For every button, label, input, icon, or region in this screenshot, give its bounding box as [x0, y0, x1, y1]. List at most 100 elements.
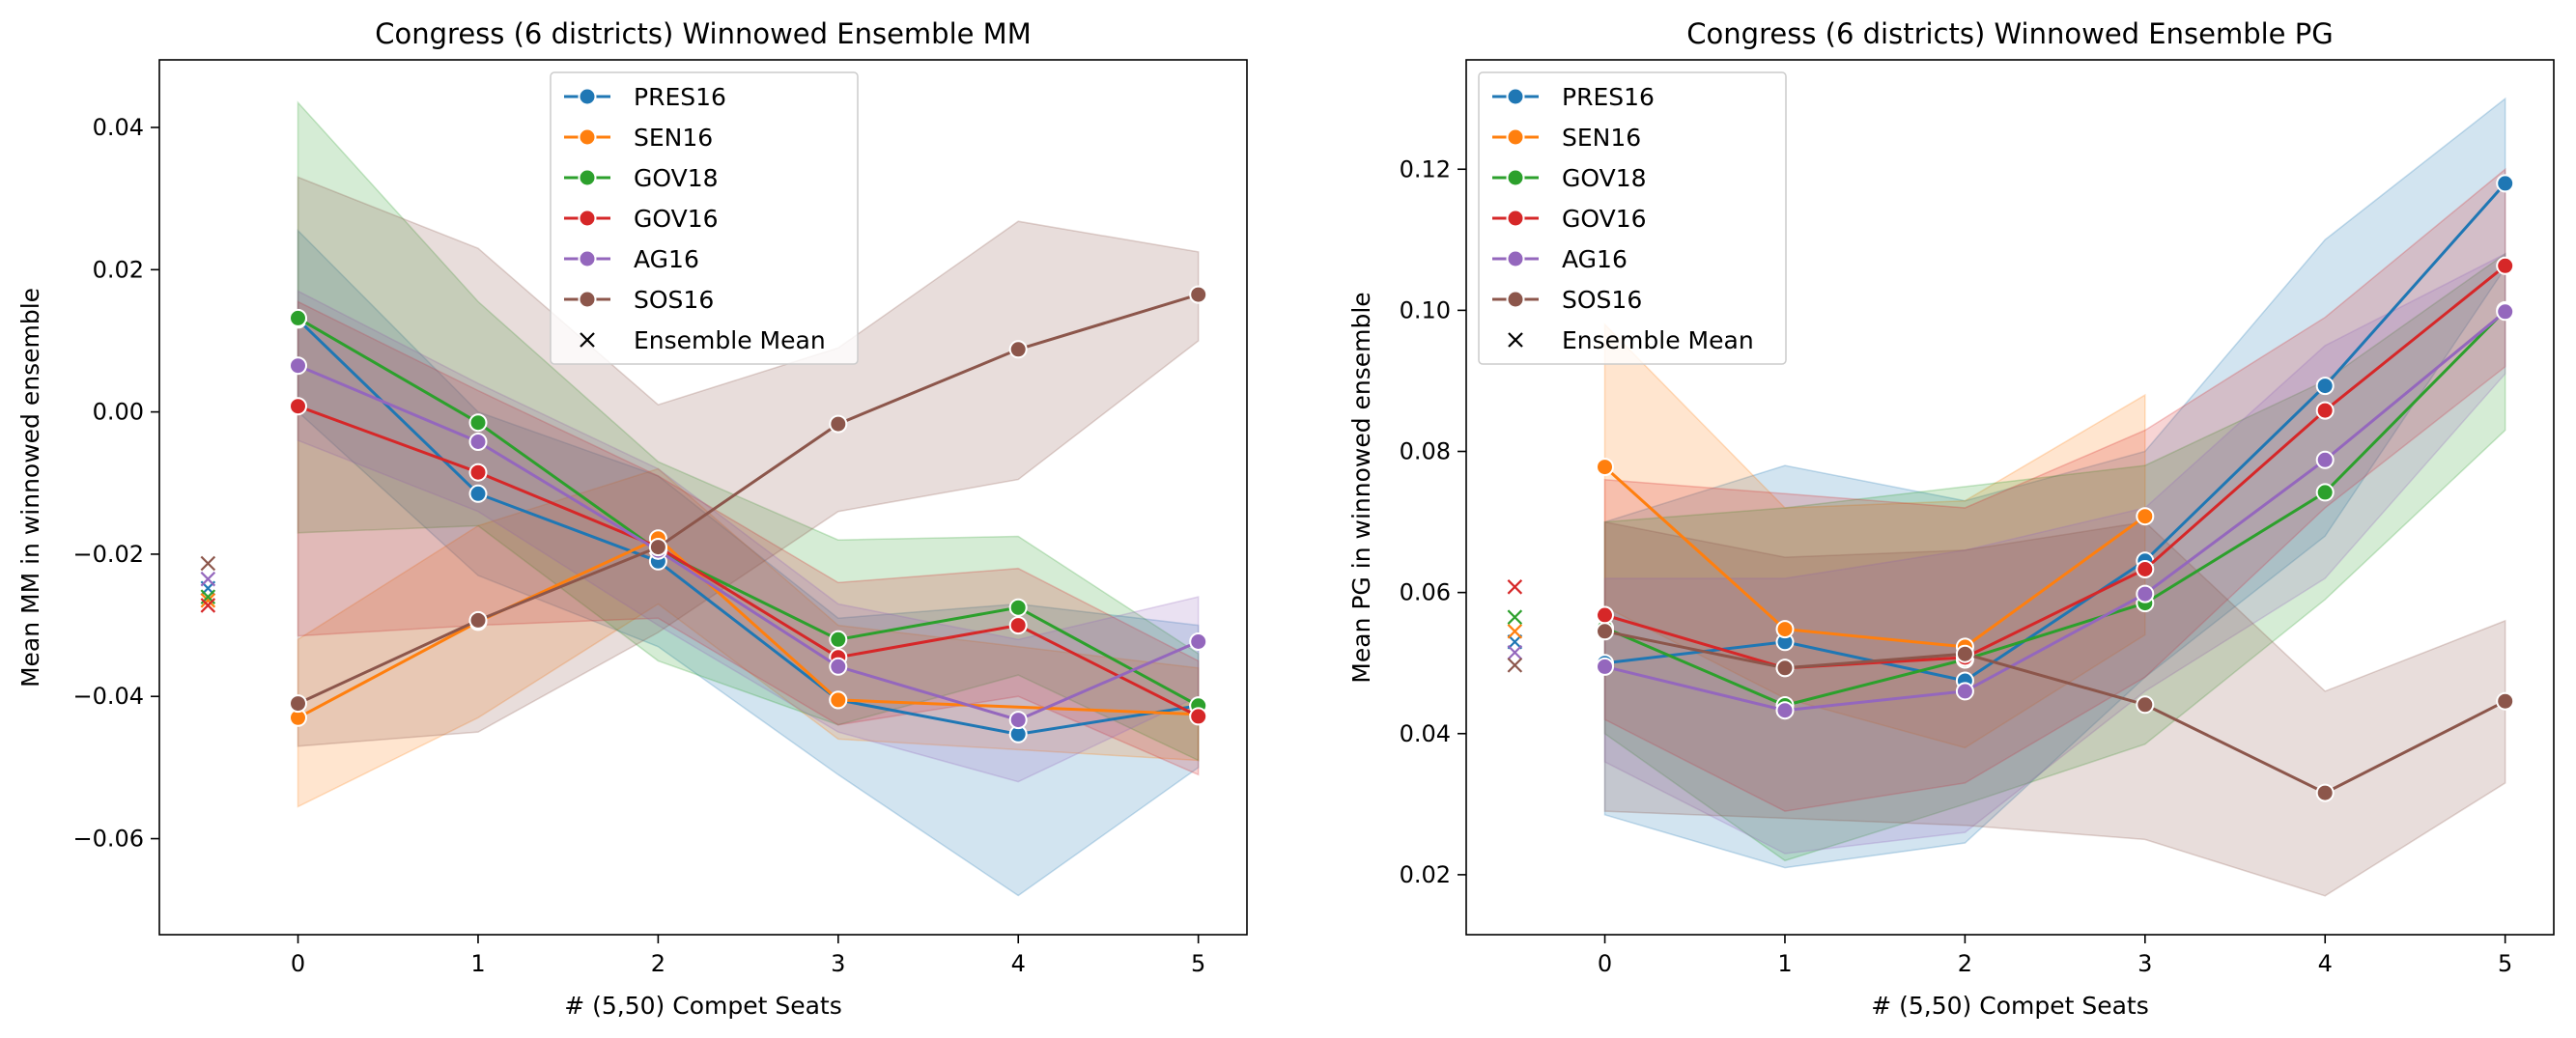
- band-ag16: [297, 290, 1200, 783]
- y-tick-label: 0.04: [93, 114, 144, 141]
- data-point: [1189, 707, 1208, 726]
- ensemble-mean-marker: [200, 571, 216, 587]
- x-tick-label: 0: [1598, 950, 1612, 977]
- legend-box: [550, 71, 859, 365]
- series-line-ag16: [1604, 310, 2506, 713]
- y-tick-label: −0.02: [72, 541, 144, 568]
- data-point: [468, 610, 488, 630]
- legend-label: GOV18: [634, 164, 719, 192]
- y-tick-label: 0.06: [1400, 579, 1451, 606]
- series-line-pres16: [1604, 182, 2506, 683]
- legend-item: GOV16: [564, 205, 719, 233]
- data-point: [468, 433, 488, 451]
- ensemble-mean-marker: [1507, 609, 1523, 625]
- band-gov18: [297, 100, 1200, 762]
- data-point: [2136, 584, 2155, 603]
- series-sos16: [200, 285, 1208, 714]
- legend-item: PRES16: [564, 83, 726, 111]
- x-tick-label: 3: [831, 950, 845, 977]
- legend-label: GOV18: [1562, 164, 1647, 192]
- confidence-bands: [297, 100, 1200, 897]
- y-tick-label: 0.08: [1400, 438, 1451, 465]
- legend-label: GOV16: [1562, 205, 1647, 233]
- data-point: [1596, 657, 1614, 676]
- data-point: [1189, 285, 1208, 304]
- y-ticks: 0.04 0.02 0.00 −0.02 −0.04 −0.06: [72, 114, 159, 853]
- x-ticks: 0 1 2 3 4 5: [1598, 935, 2512, 977]
- x-tick-label: 0: [291, 950, 305, 977]
- data-point: [1775, 701, 1795, 720]
- legend-label: SEN16: [1562, 124, 1641, 152]
- y-tick-label: 0.02: [93, 256, 144, 283]
- data-point: [2136, 507, 2155, 526]
- data-point: [2315, 483, 2335, 502]
- legend-item: SEN16: [1492, 124, 1641, 152]
- y-tick-label: 0.12: [1400, 155, 1451, 182]
- legend-label: AG16: [1562, 245, 1628, 273]
- x-axis-label: # (5,50) Compet Seats: [564, 992, 842, 1020]
- legend-item: GOV16: [1492, 205, 1647, 233]
- legend-label: SEN16: [634, 124, 713, 152]
- data-point: [289, 694, 307, 714]
- data-point: [1008, 598, 1028, 617]
- y-tick-label: 0.10: [1400, 296, 1451, 323]
- data-point: [289, 308, 307, 327]
- data-point: [829, 630, 848, 649]
- chart-title: Congress (6 districts) Winnowed Ensemble…: [375, 17, 1031, 50]
- axes-frame: [1465, 59, 2555, 936]
- ensemble-mean-marker: [200, 593, 216, 608]
- legend-item-ensemble-mean: Ensemble Mean: [580, 326, 826, 354]
- ensemble-mean-marker: [1507, 579, 1523, 595]
- y-axis-label: Mean MM in winnowed ensemble: [16, 288, 44, 687]
- band-ag16: [1603, 252, 2506, 855]
- y-tick-label: 0.02: [1400, 861, 1451, 888]
- data-point: [1955, 644, 1974, 663]
- x-tick-label: 5: [1191, 950, 1205, 977]
- data-point: [2496, 174, 2515, 193]
- y-tick-label: −0.04: [72, 683, 144, 710]
- data-point: [1775, 659, 1795, 678]
- data-point: [2315, 401, 2335, 420]
- data-point: [468, 484, 488, 503]
- x-tick-label: 1: [1777, 950, 1792, 977]
- legend-label: Ensemble Mean: [634, 326, 826, 354]
- y-tick-label: 0.00: [93, 399, 144, 426]
- x-tick-label: 3: [2137, 950, 2152, 977]
- ensemble-mean-marker: [200, 598, 216, 613]
- legend: PRES16 SEN16 GOV18 GOV16 AG16 SOS16 Ensemble M…: [1478, 71, 1787, 365]
- ensemble-mean-marker: [1507, 644, 1523, 660]
- data-point: [468, 413, 488, 433]
- x-tick-label: 4: [2318, 950, 2333, 977]
- series-sen16: [1507, 458, 2155, 657]
- x-tick-label: 4: [1011, 950, 1026, 977]
- data-point: [829, 657, 848, 676]
- legend-item-ensemble-mean: Ensemble Mean: [1508, 326, 1754, 354]
- data-point: [2315, 450, 2335, 469]
- data-point: [1955, 682, 1974, 701]
- data-point: [829, 690, 848, 710]
- axes-frame: [158, 59, 1248, 936]
- data-point: [1596, 605, 1614, 625]
- data-point: [1008, 340, 1028, 359]
- data-point: [2496, 256, 2515, 275]
- data-point: [1596, 622, 1614, 641]
- band-gov18: [1603, 252, 2506, 862]
- series-ag16: [1507, 302, 2515, 720]
- data-point: [1189, 632, 1208, 651]
- data-point: [289, 397, 307, 416]
- legend-item: AG16: [1492, 245, 1628, 273]
- data-point: [2136, 560, 2155, 578]
- series-line-gov18: [297, 317, 1200, 708]
- legend-item: SEN16: [564, 124, 713, 152]
- x-tick-label: 5: [2498, 950, 2512, 977]
- chart-title: Congress (6 districts) Winnowed Ensemble…: [1686, 17, 2333, 50]
- y-tick-label: −0.06: [72, 826, 144, 853]
- x-tick-label: 2: [1958, 950, 1972, 977]
- legend-label: PRES16: [1562, 83, 1655, 111]
- band-pres16: [297, 228, 1200, 897]
- data-point: [1008, 711, 1028, 730]
- data-point: [2136, 695, 2155, 715]
- series-line-gov16: [297, 405, 1200, 718]
- series-line-gov16: [1604, 265, 2506, 670]
